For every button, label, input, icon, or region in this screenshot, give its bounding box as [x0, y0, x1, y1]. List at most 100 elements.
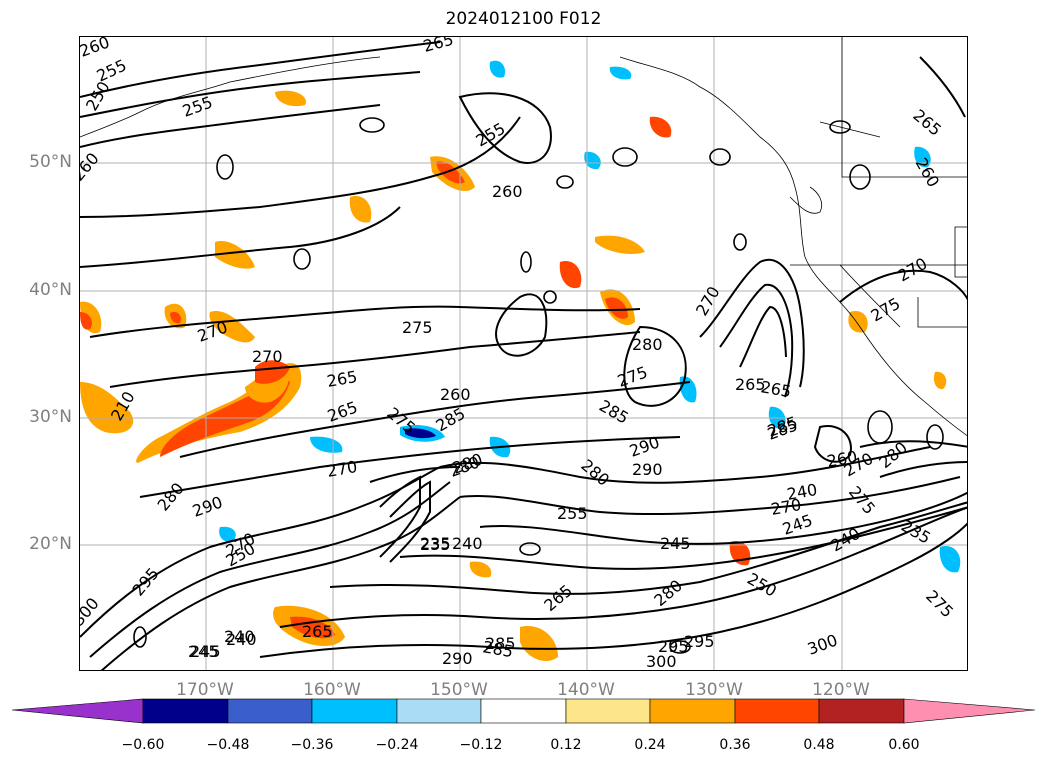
colorbar-tick-label: 0.36 — [719, 737, 751, 753]
positive-anomaly-region — [275, 90, 306, 107]
colorbar-segment — [565, 698, 651, 724]
contour-label: 280 — [632, 335, 663, 354]
contour-label: 265 — [325, 367, 358, 391]
contour-label: 270 — [195, 317, 230, 345]
contour-label: 255 — [557, 504, 588, 523]
positive-anomaly-region — [520, 626, 558, 662]
colorbar-segment — [480, 698, 567, 724]
contour-label: 235 — [420, 534, 451, 553]
negative-anomaly-region — [939, 546, 961, 573]
positive-anomaly-region — [595, 235, 645, 254]
contour-label: 300 — [805, 630, 840, 658]
positive-anomaly-region — [848, 311, 868, 333]
contour-label: 240 — [828, 524, 864, 556]
lon-label-120w: 120°W — [812, 680, 870, 700]
contour-label: 290 — [632, 460, 663, 479]
colorbar-segments — [11, 698, 1036, 724]
contour-label: 295 — [684, 632, 715, 651]
map-title: 2024012100 F012 — [445, 9, 602, 29]
negative-anomaly-region — [405, 428, 436, 439]
coastline-layer — [80, 37, 967, 437]
colorbar-tick-label: −0.12 — [459, 737, 503, 753]
colorbar-segment — [734, 698, 820, 724]
contour-label: 270 — [895, 254, 931, 286]
colorbar-segment — [142, 698, 229, 724]
colorbar-tick-label: 0.60 — [888, 737, 920, 753]
lon-label-150w: 150°W — [430, 680, 488, 700]
positive-anomaly-region — [605, 297, 628, 319]
positive-anomaly-region — [209, 311, 255, 343]
colorbar-extend-min — [11, 698, 144, 724]
colorbar-tick-label: 0.24 — [634, 737, 666, 753]
positive-anomaly-region — [255, 360, 290, 384]
contour-label: 245 — [190, 642, 221, 661]
colorbar-tick-label: −0.48 — [206, 737, 250, 753]
negative-anomaly-region — [584, 151, 601, 170]
positive-anomaly-region — [649, 116, 672, 138]
negative-anomaly-region — [914, 146, 931, 168]
contour-label: 265 — [325, 397, 360, 425]
contour-label: 260 — [80, 37, 112, 61]
map-panel[interactable]: 260 255 250 265 260 255 255 260 270 265 … — [79, 36, 968, 671]
map-canvas[interactable]: 260 255 250 265 260 255 255 260 270 265 … — [80, 37, 968, 671]
contour-label: 265 — [540, 581, 576, 615]
contour-label: 265 — [302, 622, 333, 641]
contour-label: 275 — [922, 586, 957, 621]
negative-anomaly-region — [679, 376, 697, 403]
contour-label: 290 — [442, 649, 473, 668]
lon-label-160w: 160°W — [303, 680, 361, 700]
contour-small-layer — [133, 117, 944, 654]
colorbar-tick-label: −0.60 — [121, 737, 165, 753]
lat-label-20n: 20°N — [29, 534, 72, 554]
positive-anomaly-region — [80, 312, 92, 330]
colorbar-extend-max — [903, 698, 1036, 724]
contour-label: 265 — [421, 37, 455, 56]
positive-anomaly-region — [170, 311, 181, 324]
contour-label: 280 — [650, 576, 686, 610]
contour-label: 275 — [402, 318, 433, 337]
lat-label-30n: 30°N — [29, 407, 72, 427]
contour-label: 275 — [868, 294, 904, 326]
colorbar-segment — [396, 698, 482, 724]
contour-label: 240 — [226, 630, 257, 649]
contour-label: 240 — [224, 627, 255, 646]
lon-label-140w: 140°W — [557, 680, 615, 700]
contour-label: 265 — [909, 106, 945, 140]
contour-label: 300 — [646, 652, 677, 671]
contour-label: 290 — [190, 492, 225, 520]
contour-label: 280 — [577, 456, 613, 490]
colorbar — [11, 698, 1036, 724]
contour-label: 260 — [80, 149, 103, 185]
positive-anomaly-region — [80, 382, 134, 434]
negative-anomaly-region — [310, 436, 343, 453]
contour-label: 270 — [325, 457, 358, 481]
negative-anomaly-region — [609, 66, 632, 80]
negative-anomaly-region — [219, 526, 236, 543]
contour-label: 275 — [845, 482, 879, 518]
contour-label: 265 — [735, 375, 766, 394]
colorbar-segment — [649, 698, 736, 724]
positive-anomaly-region — [436, 161, 465, 184]
positive-anomaly-region — [349, 196, 372, 223]
contour-label: 240 — [452, 534, 483, 553]
contour-label: 295 — [129, 564, 163, 600]
contour-label: 280 — [450, 449, 485, 477]
contour-label: 290 — [627, 432, 662, 460]
lon-label-130w: 130°W — [685, 680, 743, 700]
contour-label: 260 — [440, 385, 471, 404]
positive-anomaly-region — [215, 241, 255, 269]
contour-label: 300 — [80, 594, 103, 630]
contour-label: 250 — [82, 78, 114, 114]
colorbar-segment — [311, 698, 398, 724]
contour-label: 280 — [154, 479, 188, 515]
contour-label: 255 — [473, 119, 509, 151]
colorbar-tick-label: −0.24 — [375, 737, 419, 753]
contour-label: 265 — [759, 377, 792, 401]
negative-anomaly-region — [489, 60, 506, 78]
colorbar-tick-label: 0.12 — [550, 737, 582, 753]
contour-label: 260 — [492, 182, 523, 201]
lat-label-50n: 50°N — [29, 152, 72, 172]
positive-anomaly-region — [290, 616, 335, 639]
colorbar-segment — [818, 698, 905, 724]
positive-anomaly-region — [469, 561, 492, 578]
